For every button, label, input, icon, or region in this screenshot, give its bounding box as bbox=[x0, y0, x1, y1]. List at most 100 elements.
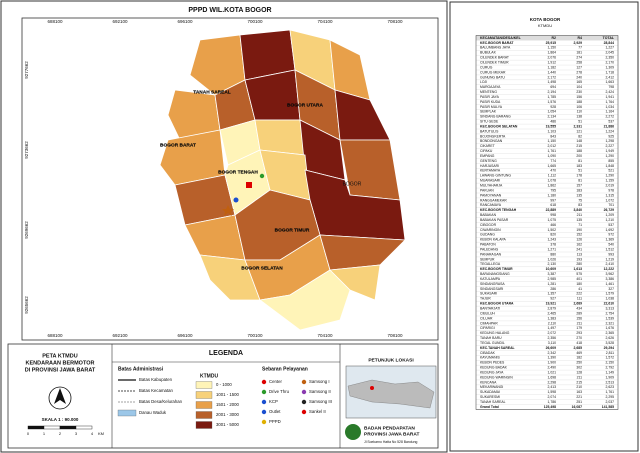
x-coordinate: 688100 bbox=[47, 19, 63, 24]
group-cell: 2,685 bbox=[574, 346, 583, 350]
agency-address: Jl Soekarno Hatta No 528 Bandung bbox=[364, 440, 417, 444]
table-cell: 2,150 bbox=[606, 361, 615, 365]
table-cell: 104 bbox=[576, 85, 582, 89]
table-cell: BUBULAK bbox=[480, 51, 497, 55]
table-cell: 2,811 bbox=[606, 351, 614, 355]
table-cell: 434 bbox=[576, 306, 582, 310]
table-cell: 1,290 bbox=[606, 174, 615, 178]
table-cell: 2,424 bbox=[606, 90, 615, 94]
table-cell: SINDANG BARANG bbox=[480, 115, 511, 119]
table-cell: BABAKAN bbox=[480, 213, 497, 217]
table-cell: 1,271 bbox=[548, 247, 557, 251]
legend-item: Samsong I bbox=[309, 379, 330, 384]
table-cell: 128 bbox=[576, 370, 582, 374]
group-cell: 19,921 bbox=[546, 302, 556, 306]
table-cell: 1,224 bbox=[606, 129, 615, 133]
samsat-marker bbox=[222, 205, 234, 216]
x-coordinate: 696100 bbox=[177, 333, 193, 338]
group-cell: KEC.BOGOR TENGAH bbox=[480, 208, 517, 212]
table-cell: 2,072 bbox=[548, 331, 557, 335]
group-cell: 2,929 bbox=[574, 41, 583, 45]
table-cell: 1,243 bbox=[548, 238, 557, 242]
table-cell: 1,665 bbox=[548, 164, 557, 168]
table-panel bbox=[449, 1, 639, 452]
table-cell: 2,110 bbox=[548, 321, 556, 325]
region-label: BOGOR TIMUR bbox=[275, 227, 310, 233]
table-cell: 188 bbox=[576, 149, 582, 153]
region-label: BOGOR BARAT bbox=[160, 142, 196, 148]
table-cell: KEDUNG HALANG bbox=[480, 331, 510, 335]
table-cell: 182 bbox=[576, 356, 582, 360]
table-cell: BARANANGSIANG bbox=[480, 272, 510, 276]
north-arrow-ring bbox=[48, 386, 72, 410]
x-coordinate: 700100 bbox=[247, 19, 263, 24]
table-cell: 694 bbox=[550, 85, 556, 89]
table-cell: 51 bbox=[578, 120, 582, 124]
table-cell: KAYUMANIS bbox=[480, 356, 500, 360]
legend-symbol bbox=[301, 379, 307, 385]
table-cell: BABAKAN PASAR bbox=[480, 218, 509, 222]
legend-item: Sankel II bbox=[309, 409, 326, 414]
table-cell: 1,090 bbox=[548, 154, 557, 158]
legend-item: Danau Waduk bbox=[139, 410, 167, 415]
table-cell: 537 bbox=[608, 120, 614, 124]
legend-item: PPPD bbox=[269, 419, 281, 424]
table-cell: PABATON bbox=[480, 243, 496, 247]
table-cell: 2,272 bbox=[606, 115, 615, 119]
legend-heading: LEGENDA bbox=[209, 350, 243, 357]
table-cell: 1,912 bbox=[548, 60, 557, 64]
table-cell: TANAH BARU bbox=[480, 336, 502, 340]
table-cell: CIKARET bbox=[480, 144, 495, 148]
group-cell: 26,729 bbox=[604, 208, 614, 212]
table-cell: 1,900 bbox=[548, 361, 557, 365]
table-cell: 75 bbox=[578, 198, 582, 202]
x-coordinate: 692100 bbox=[112, 19, 128, 24]
table-cell: 293 bbox=[576, 331, 582, 335]
table-cell: 1,786 bbox=[548, 400, 557, 404]
table-cell: 1,075 bbox=[548, 218, 557, 222]
y-coordinate: 9269662 bbox=[24, 221, 29, 239]
table-cell: 135 bbox=[576, 218, 582, 222]
table-cell: 1,502 bbox=[548, 228, 557, 232]
table-cell: 3,386 bbox=[606, 277, 615, 281]
group-cell: 10,609 bbox=[546, 267, 556, 271]
table-cell: 3,962 bbox=[606, 272, 615, 276]
group-cell: 1,613 bbox=[574, 267, 583, 271]
legend-item: 1501 - 2000 bbox=[216, 402, 240, 407]
table-cell: SUKADAMAI bbox=[480, 390, 500, 394]
legend-swatch bbox=[195, 411, 213, 419]
table-cell: 1,512 bbox=[606, 247, 615, 251]
table-cell: 1,369 bbox=[606, 238, 615, 242]
table-cell: 3,387 bbox=[548, 272, 557, 276]
table-cell: 1,692 bbox=[606, 228, 615, 232]
table-cell: 927 bbox=[550, 297, 556, 301]
table-cell: 135 bbox=[576, 193, 582, 197]
table-cell: 2,019 bbox=[606, 183, 615, 187]
table-cell: 798 bbox=[608, 85, 614, 89]
table-cell: 880 bbox=[550, 252, 556, 256]
legend-item: Samsong II bbox=[309, 389, 331, 394]
north-arrow bbox=[54, 388, 66, 404]
legend-item: Drive Thru bbox=[269, 389, 290, 394]
x-coordinate: 700100 bbox=[247, 333, 263, 338]
table-cell: 1,034 bbox=[606, 105, 615, 109]
table-cell: 1,941 bbox=[606, 95, 615, 99]
legend-symbol bbox=[301, 389, 307, 395]
table-cell: CIBULUH bbox=[480, 311, 495, 315]
table-cell: 843 bbox=[550, 134, 556, 138]
table-cell: 157 bbox=[576, 183, 582, 187]
table-cell: 3,313 bbox=[606, 306, 615, 310]
table-cell: 1,864 bbox=[548, 51, 557, 55]
x-coordinate: 692100 bbox=[112, 333, 128, 338]
table-cell: 1,315 bbox=[606, 193, 615, 197]
x-coordinate: 704100 bbox=[317, 333, 333, 338]
table-cell: PALEDANG bbox=[480, 247, 499, 251]
table-cell: 978 bbox=[608, 188, 614, 192]
group-cell: KEC.BOGOR UTARA bbox=[480, 302, 514, 306]
table-cell: 2,194 bbox=[548, 90, 557, 94]
table-cell: 925 bbox=[608, 134, 614, 138]
legend-item: KCP bbox=[269, 399, 278, 404]
group-cell: 26,609 bbox=[546, 346, 556, 350]
scale-tick: 3 bbox=[75, 431, 78, 436]
table-cell: 178 bbox=[576, 174, 582, 178]
